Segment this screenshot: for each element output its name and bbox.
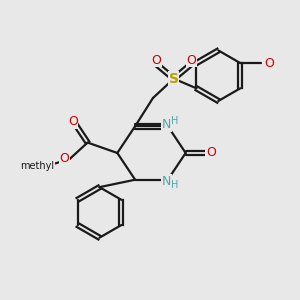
Text: H: H bbox=[171, 116, 178, 126]
Text: O: O bbox=[187, 54, 196, 67]
Text: O: O bbox=[206, 146, 216, 160]
Text: O: O bbox=[151, 54, 161, 67]
Text: methyl: methyl bbox=[20, 161, 54, 171]
Text: H: H bbox=[171, 180, 178, 190]
Text: O: O bbox=[68, 115, 78, 128]
Text: O: O bbox=[59, 152, 69, 165]
Text: S: S bbox=[169, 72, 179, 86]
Text: N: N bbox=[162, 175, 171, 188]
Text: O: O bbox=[264, 57, 274, 70]
Text: N: N bbox=[162, 118, 171, 131]
